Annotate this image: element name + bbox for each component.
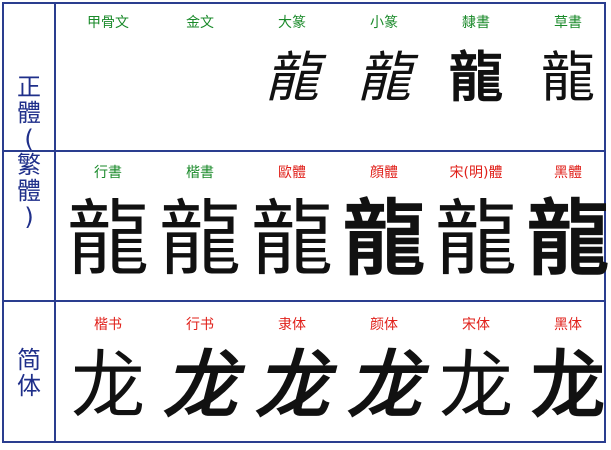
dragon-glyph: 龙: [430, 346, 522, 426]
side-char: 体: [17, 373, 41, 399]
side-char: 體: [17, 100, 41, 126]
dragon-glyph: 龙: [246, 346, 338, 426]
style-label: 草書: [522, 12, 611, 32]
dragon-glyph: 龍: [430, 48, 522, 108]
style-label: 黑体: [522, 314, 611, 334]
dragon-glyph: 龙: [154, 346, 246, 426]
style-label: 甲骨文: [62, 12, 154, 32]
side-char: 體: [17, 178, 41, 204]
side-char: (: [24, 126, 33, 152]
style-label: 金文: [154, 12, 246, 32]
dragon-glyph: 龍: [246, 48, 338, 108]
dragon-glyph: 𧆞: [154, 48, 246, 108]
side-char: 正: [17, 74, 41, 100]
dragon-glyph: 龍: [522, 196, 611, 284]
style-label: 顔體: [338, 162, 430, 182]
style-label: 宋体: [430, 314, 522, 334]
simplified-side-label: 简 体: [4, 302, 54, 443]
dragon-glyph: 龍: [338, 196, 430, 284]
dragon-glyph: 龙: [62, 346, 154, 426]
dragon-glyph: 龍: [522, 48, 611, 108]
style-label: 歐體: [246, 162, 338, 182]
dragon-glyph: 龍: [154, 196, 246, 284]
style-label: 隶体: [246, 314, 338, 334]
style-label: 小篆: [338, 12, 430, 32]
dragon-glyph: 龍: [62, 196, 154, 284]
style-label: 颜体: [338, 314, 430, 334]
style-label: 大篆: [246, 12, 338, 32]
style-label: 宋(明)體: [430, 162, 522, 182]
style-label: 楷书: [62, 314, 154, 334]
dragon-glyph: 𠄍: [62, 48, 154, 108]
dragon-glyph: 龍: [430, 196, 522, 284]
style-label: 行書: [62, 162, 154, 182]
dragon-glyph: 龙: [338, 346, 430, 426]
side-char: ): [24, 204, 33, 230]
side-char: 简: [17, 347, 41, 373]
side-divider: [54, 2, 56, 443]
style-label: 隸書: [430, 12, 522, 32]
style-label: 黑體: [522, 162, 611, 182]
dragon-glyph: 龍: [246, 196, 338, 284]
traditional-side-label: 正 體 ( 繁 體 ): [4, 4, 54, 300]
style-label: 楷書: [154, 162, 246, 182]
dragon-glyph: 龍: [338, 48, 430, 108]
row-divider-1: [2, 150, 606, 152]
style-label: 行书: [154, 314, 246, 334]
dragon-glyph: 龙: [522, 346, 611, 426]
side-char: 繁: [17, 152, 41, 178]
row-divider-2: [2, 300, 606, 302]
